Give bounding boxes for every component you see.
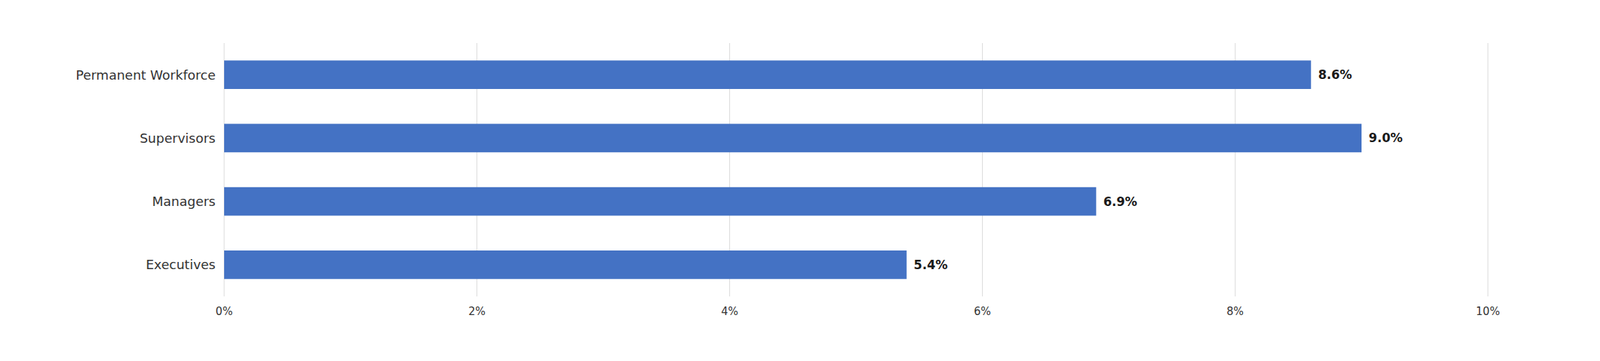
data-label: 8.6% (1318, 67, 1353, 82)
category-label: Permanent Workforce (75, 67, 216, 83)
x-tick-label: 10% (1475, 305, 1500, 319)
bar (224, 187, 1097, 217)
grid-line (1487, 43, 1489, 297)
data-label: 9.0% (1368, 130, 1403, 146)
bar (224, 124, 1362, 154)
category-label: Executives (145, 257, 216, 273)
x-tick-label: 8% (1226, 305, 1244, 319)
bar (224, 60, 1312, 90)
data-label: 6.9% (1103, 194, 1138, 210)
x-axis: 0% 2% 4% 6% 8% 10% (215, 305, 1501, 319)
data-labels: 8.6% 9.0% 6.9% 5.4% (913, 67, 1403, 273)
category-label: Supervisors (139, 130, 216, 146)
x-tick-label: 0% (215, 305, 233, 319)
category-label: Managers (152, 193, 216, 210)
x-tick-label: 6% (974, 305, 992, 319)
bar (224, 250, 907, 280)
grid (224, 43, 1488, 297)
x-tick-label: 2% (468, 305, 486, 319)
x-tick-label: 4% (721, 305, 739, 319)
background (0, 0, 1600, 361)
data-label: 5.4% (913, 257, 948, 273)
chart: 0% 2% 4% 6% 8% 10% Permanent Workforce Supervis… (0, 0, 1600, 361)
bars (224, 60, 1362, 279)
y-axis: Permanent Workforce Supervisors Managers Ex… (75, 67, 216, 274)
